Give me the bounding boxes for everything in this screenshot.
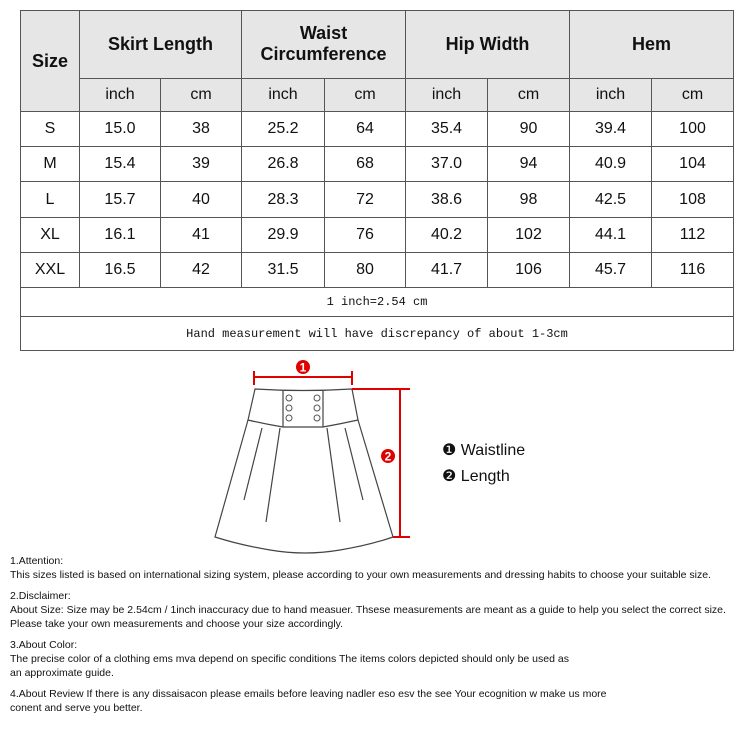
number-2-icon: ❷ bbox=[442, 468, 457, 485]
size-chart-table: Size Skirt Length Waist Circumference Hi… bbox=[19, 10, 735, 351]
value-cell: 15.7 bbox=[79, 181, 161, 218]
value-cell: 15.0 bbox=[79, 111, 161, 147]
note-text: About Size: Size may be 2.54cm / 1inch i… bbox=[10, 604, 726, 616]
group-header: Hip Width bbox=[405, 10, 571, 79]
value-cell: 90 bbox=[487, 111, 571, 147]
size-cell: XXL bbox=[20, 252, 80, 288]
value-cell: 104 bbox=[651, 146, 735, 182]
group-header: Skirt Length bbox=[78, 10, 243, 79]
value-cell: 106 bbox=[487, 252, 571, 288]
value-cell: 16.1 bbox=[79, 217, 161, 253]
note-text: This sizes listed is based on internatio… bbox=[10, 569, 711, 581]
note-title: 2.Disclaimer: bbox=[10, 590, 71, 602]
skirt-outline bbox=[214, 388, 394, 554]
table-row: XL 16.1 41 29.9 76 40.2 102 44.1 112 bbox=[20, 217, 735, 253]
discrepancy-note: Hand measurement will have discrepancy o… bbox=[19, 316, 735, 351]
value-cell: 42.5 bbox=[569, 181, 653, 218]
legend-label: Length bbox=[460, 468, 510, 485]
note-text: The precise color of a clothing ems mva … bbox=[10, 653, 569, 665]
value-cell: 38.6 bbox=[405, 181, 489, 218]
unit-header: cm bbox=[324, 77, 407, 113]
value-cell: 31.5 bbox=[241, 252, 326, 288]
legend-length: ❷ Length bbox=[442, 466, 510, 486]
value-cell: 37.0 bbox=[405, 146, 489, 182]
note-text: conent and serve you better. bbox=[10, 702, 143, 714]
table-row: S 15.0 38 25.2 64 35.4 90 39.4 100 bbox=[20, 111, 735, 147]
note-text: Please take your own measurements and ch… bbox=[10, 618, 344, 630]
note-item: 4.About Review If there is any dissaisac… bbox=[10, 687, 750, 715]
table-row: XXL 16.5 42 31.5 80 41.7 106 45.7 116 bbox=[20, 252, 735, 288]
measure-lines bbox=[253, 371, 410, 538]
unit-header: cm bbox=[487, 77, 571, 113]
size-header: Size bbox=[20, 10, 80, 112]
unit-header: inch bbox=[569, 77, 653, 113]
unit-header: inch bbox=[79, 77, 161, 113]
value-cell: 80 bbox=[324, 252, 407, 288]
value-cell: 29.9 bbox=[241, 217, 326, 253]
number-1-icon: ❶ bbox=[442, 442, 457, 459]
value-cell: 76 bbox=[324, 217, 407, 253]
notes-section: 1.Attention: This sizes listed is based o… bbox=[10, 554, 750, 722]
note-text: an approximate guide. bbox=[10, 667, 114, 679]
value-cell: 102 bbox=[487, 217, 571, 253]
value-cell: 94 bbox=[487, 146, 571, 182]
value-cell: 38 bbox=[159, 111, 243, 147]
note-item: 1.Attention: This sizes listed is based o… bbox=[10, 554, 750, 582]
value-cell: 100 bbox=[651, 111, 735, 147]
value-cell: 44.1 bbox=[569, 217, 653, 253]
button-icons bbox=[285, 394, 321, 422]
marker-2-label: 2 bbox=[385, 450, 392, 464]
value-cell: 25.2 bbox=[241, 111, 326, 147]
unit-header: inch bbox=[405, 77, 489, 113]
size-cell: XL bbox=[20, 217, 80, 253]
value-cell: 40 bbox=[159, 181, 243, 218]
note-title: 1.Attention: bbox=[10, 555, 64, 567]
unit-header: cm bbox=[651, 77, 735, 113]
value-cell: 39.4 bbox=[569, 111, 653, 147]
value-cell: 112 bbox=[651, 217, 735, 253]
note-title: 4.About Review If there is any dissaisac… bbox=[10, 688, 607, 700]
group-header: Hem bbox=[569, 10, 735, 79]
note-title: 3.About Color: bbox=[10, 639, 78, 651]
value-cell: 45.7 bbox=[569, 252, 653, 288]
value-cell: 28.3 bbox=[241, 181, 326, 218]
value-cell: 41.7 bbox=[405, 252, 489, 288]
marker-1-icon bbox=[296, 360, 310, 374]
marker-2-icon bbox=[381, 449, 395, 463]
legend-waistline: ❶ Waistline bbox=[442, 440, 525, 460]
table-row: M 15.4 39 26.8 68 37.0 94 40.9 104 bbox=[20, 146, 735, 182]
size-cell: M bbox=[20, 146, 80, 182]
note-item: 2.Disclaimer: About Size: Size may be 2.5… bbox=[10, 589, 750, 631]
value-cell: 72 bbox=[324, 181, 407, 218]
legend-label: Waistline bbox=[460, 442, 526, 459]
value-cell: 40.2 bbox=[405, 217, 489, 253]
note-item: 3.About Color: The precise color of a clo… bbox=[10, 638, 750, 680]
unit-header: inch bbox=[241, 77, 326, 113]
unit-header: cm bbox=[159, 77, 243, 113]
marker-1-label: 1 bbox=[300, 361, 307, 375]
